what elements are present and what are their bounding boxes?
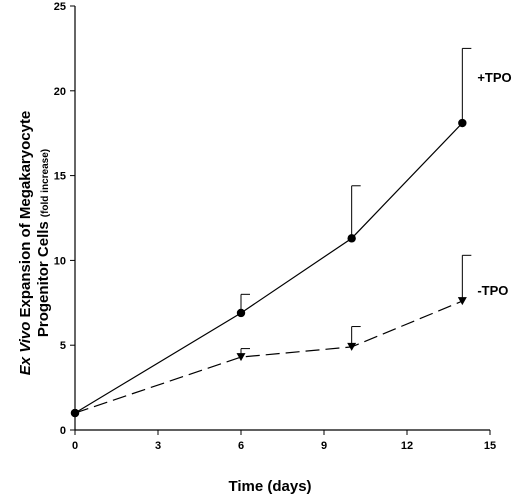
y-axis-title-small: (fold increase): [40, 149, 51, 217]
y-tick-label: 20: [54, 86, 66, 98]
series-label-minus-tpo: -TPO: [477, 283, 508, 298]
y-tick-label: 0: [60, 425, 66, 437]
data-point-plus-tpo: [458, 118, 467, 128]
y-tick-label: 25: [54, 1, 66, 13]
y-axis-title-rest: Expansion of Megakaryocyte: [17, 111, 34, 322]
data-point-plus-tpo: [347, 234, 356, 243]
y-tick-label: 5: [60, 340, 66, 352]
series-label-plus-tpo: +TPO: [477, 70, 511, 85]
y-axis-title: Ex Vivo Expansion of Megakaryocyte Proge…: [17, 111, 52, 376]
x-tick-label: 3: [155, 440, 161, 452]
x-tick-label: 9: [321, 440, 327, 452]
y-axis-title-line2: Progenitor Cells: [35, 221, 52, 337]
series-line-minus-tpo: [74, 300, 463, 414]
x-tick-label: 0: [72, 440, 78, 452]
y-tick-label: 15: [54, 171, 66, 183]
data-point-minus-tpo: [236, 353, 246, 362]
x-tick-label: 12: [401, 440, 413, 452]
data-point-minus-tpo: [70, 408, 80, 418]
x-tick-label: 6: [238, 440, 244, 452]
x-tick-label: 15: [484, 440, 496, 452]
y-tick-label: 10: [54, 255, 66, 267]
data-point-minus-tpo: [457, 297, 467, 306]
x-axis-title: Time (days): [228, 478, 311, 495]
data-point-minus-tpo: [347, 342, 357, 351]
svg-text:Progenitor Cells(fold increase: Progenitor Cells (fold increase): [35, 149, 52, 337]
y-axis-title-italic: Ex Vivo: [17, 322, 34, 376]
series-line-plus-tpo: [74, 122, 463, 414]
svg-text:Ex Vivo Expansion of Megakaryo: Ex Vivo Expansion of Megakaryocyte: [17, 111, 34, 376]
data-point-plus-tpo: [236, 308, 246, 318]
